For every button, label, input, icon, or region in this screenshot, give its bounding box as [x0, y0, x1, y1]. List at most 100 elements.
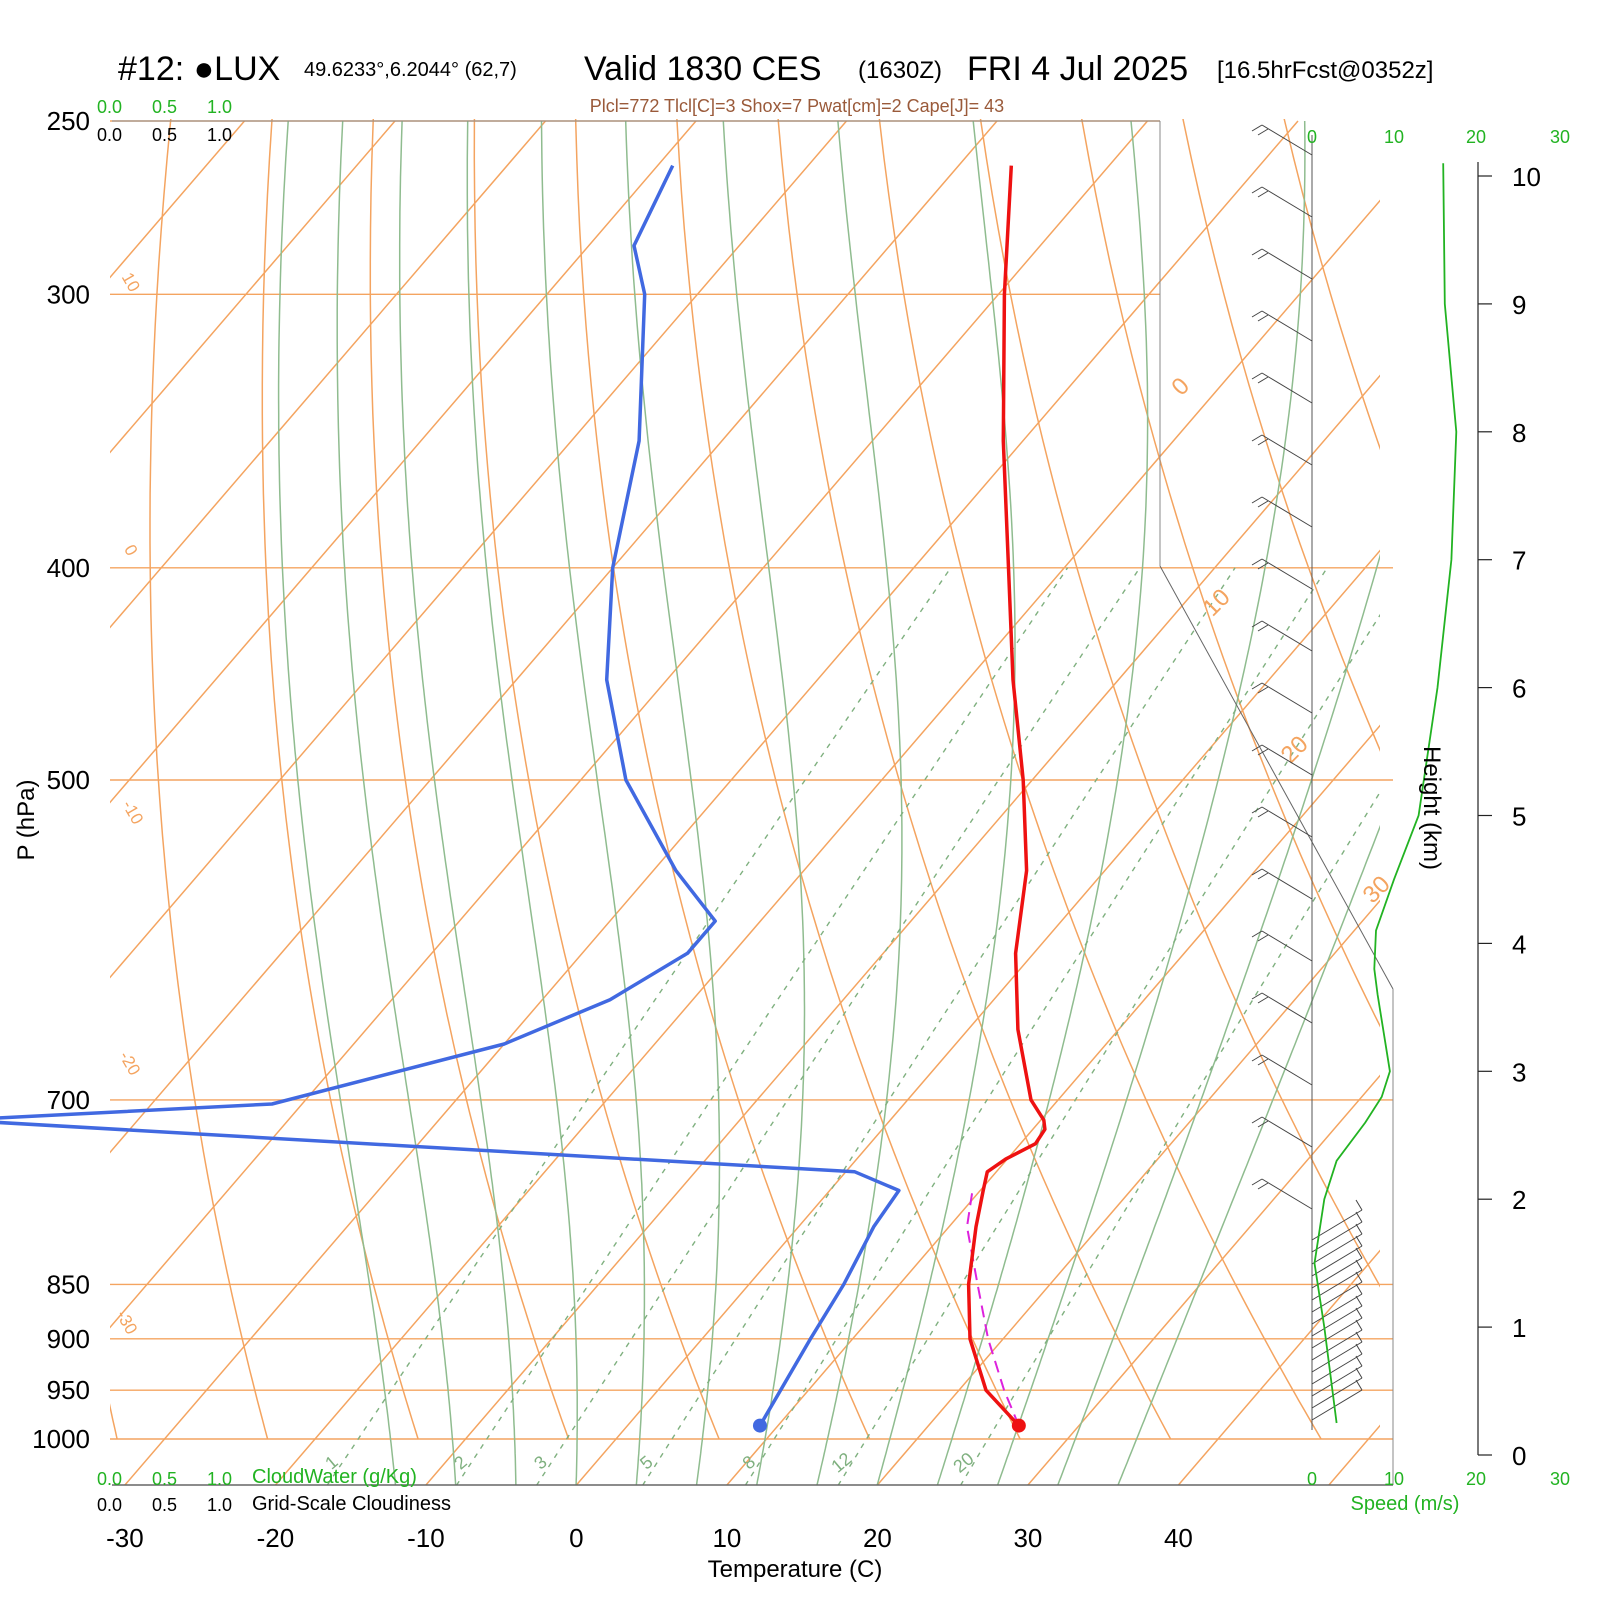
- mixing-ratio-label: 8: [739, 1452, 760, 1474]
- stability-indices: Plcl=772 Tlcl[C]=3 Shox=7 Pwat[cm]=2 Cap…: [590, 96, 1004, 116]
- wind-barb-flag: [1251, 682, 1263, 690]
- wind-barb-staff: [1261, 1116, 1313, 1148]
- wind-barb-staff: [1311, 1245, 1363, 1277]
- dry-adiabat-260: [261, 119, 419, 1440]
- wind-barb-flag: [1257, 252, 1269, 260]
- dry-adiabat-340: [1081, 119, 1380, 1028]
- wind-barb-staff: [1261, 930, 1313, 962]
- pressure-tick-950: 950: [47, 1375, 90, 1405]
- forecast-date: FRI 4 Jul 2025: [967, 50, 1188, 88]
- wind-barb-flag: [1251, 310, 1263, 318]
- isotherms: [110, 120, 1380, 1485]
- wind-barb-flag: [1251, 434, 1263, 442]
- wind-barb-staff: [1261, 806, 1313, 838]
- top-cloudiness-2: 1.0: [207, 125, 232, 145]
- wind-barb-staff: [1261, 1054, 1313, 1086]
- dry-adiabat-250: [149, 119, 269, 1440]
- wind-barb-staff: [1261, 186, 1313, 218]
- speed-bottom-tick-30: 30: [1550, 1469, 1570, 1489]
- plot-frame: [112, 120, 1394, 1486]
- isotherm--80: [110, 120, 547, 629]
- isotherm--10: [424, 374, 1380, 1485]
- wind-barb-flag: [1251, 248, 1263, 256]
- wind-barb-staff: [1261, 744, 1313, 776]
- mixing-ratio-label: 2: [450, 1452, 471, 1474]
- moist-adiabat-12: [722, 120, 806, 1485]
- isotherm-label: -20: [115, 1048, 144, 1079]
- valid-time: Valid 1830 CES: [584, 50, 822, 88]
- wind-speed-line: [1313, 163, 1458, 1424]
- isotherm-50: [1327, 1424, 1380, 1485]
- mixing-ratio-label: 5: [636, 1452, 657, 1474]
- cloudiness-label: Grid-Scale Cloudiness: [252, 1493, 451, 1515]
- pressure-tick-500: 500: [47, 765, 90, 795]
- wind-barb-flag: [1251, 558, 1263, 566]
- wind-barb-staff: [1311, 1377, 1363, 1409]
- wind-barb-staff: [1311, 1233, 1363, 1265]
- wind-barb-staff: [1261, 620, 1313, 652]
- isotherm-label: -10: [118, 797, 147, 828]
- top-cloudwater-0: 0.0: [97, 97, 122, 117]
- height-tick-3: 3: [1512, 1057, 1526, 1087]
- wind-barb-flag: [1251, 124, 1263, 132]
- wind-barb-flag: [1257, 376, 1269, 384]
- mixing-ratio-8: [744, 567, 1328, 1485]
- isotherm--90: [110, 120, 396, 454]
- height-tick-7: 7: [1512, 546, 1526, 576]
- wind-barb-flag: [1257, 686, 1269, 694]
- wind-barb-flag: [1355, 1271, 1363, 1283]
- wind-barb-staff: [1311, 1257, 1363, 1289]
- wind-barb-flag: [1257, 624, 1269, 632]
- height-tick-0: 0: [1512, 1441, 1526, 1471]
- wind-barb-flag: [1257, 500, 1269, 508]
- wind-barb-flag: [1355, 1379, 1363, 1391]
- bottom-cloudwater-0: 0.0: [97, 1469, 122, 1489]
- wind-barb-flag: [1257, 190, 1269, 198]
- moist-adiabat-36: [1117, 824, 1380, 1485]
- wind-barb-staff: [1311, 1329, 1363, 1361]
- isotherm--30: [123, 120, 1299, 1485]
- wind-barb-flag: [1257, 314, 1269, 322]
- height-tick-1: 1: [1512, 1313, 1526, 1343]
- temperature-tick-labels: -30 -20 -10 0 10 20 30 40: [106, 1523, 1193, 1553]
- parcel-line: [965, 1192, 1020, 1426]
- bottom-cloudiness-1: 0.5: [152, 1495, 177, 1515]
- mixing-ratio-5: [642, 567, 1236, 1485]
- speed-bottom-tick-10: 10: [1384, 1469, 1404, 1489]
- pressure-tick-850: 850: [47, 1269, 90, 1299]
- wind-barb-flag: [1251, 1178, 1263, 1186]
- sounding-profiles: [0, 164, 1047, 1433]
- temp-tick--30: -30: [106, 1523, 144, 1553]
- wind-barb-flag: [1355, 1223, 1363, 1235]
- height-tick-10: 10: [1512, 162, 1541, 192]
- moist-adiabat-0: [466, 120, 578, 1485]
- pressure-tick-900: 900: [47, 1324, 90, 1354]
- dry-adiabat-390: [1551, 0, 1600, 1439]
- wind-barb-staff: [1261, 372, 1313, 404]
- dry-adiabat-label: 20: [1276, 731, 1314, 769]
- isotherm--50: [110, 120, 998, 1154]
- temp-tick-40: 40: [1164, 1523, 1193, 1553]
- mixing-ratio-lines: [326, 567, 1380, 1485]
- isotherm--60: [110, 120, 848, 979]
- wind-barb-staff: [1311, 1305, 1363, 1337]
- mixing-ratio-3: [535, 567, 1141, 1485]
- isotherm-label: -30: [112, 1307, 141, 1338]
- wind-barb-flag: [1257, 810, 1269, 818]
- wind-barb-flag: [1257, 1120, 1269, 1128]
- temp-tick-30: 30: [1013, 1523, 1042, 1553]
- isotherm--70: [110, 120, 697, 804]
- zulu-time: (1630Z): [858, 57, 942, 84]
- dry-adiabat-300: [676, 119, 1021, 1440]
- wind-barb-flag: [1355, 1283, 1363, 1295]
- wind-barb-flag: [1251, 186, 1263, 194]
- bottom-cloudiness-2: 1.0: [207, 1495, 232, 1515]
- pressure-tick-300: 300: [47, 279, 90, 309]
- isotherm-10: [725, 724, 1380, 1485]
- x-axis-title: Temperature (C): [708, 1556, 883, 1583]
- top-cloudwater-2: 1.0: [207, 97, 232, 117]
- height-axis: 0 1 2 3 4 5 6 7 8 9 10: [1477, 162, 1541, 1471]
- moist-adiabat--12: [277, 120, 397, 1485]
- bottom-cloudwater-1: 0.5: [152, 1469, 177, 1489]
- wind-barb-flag: [1251, 930, 1263, 938]
